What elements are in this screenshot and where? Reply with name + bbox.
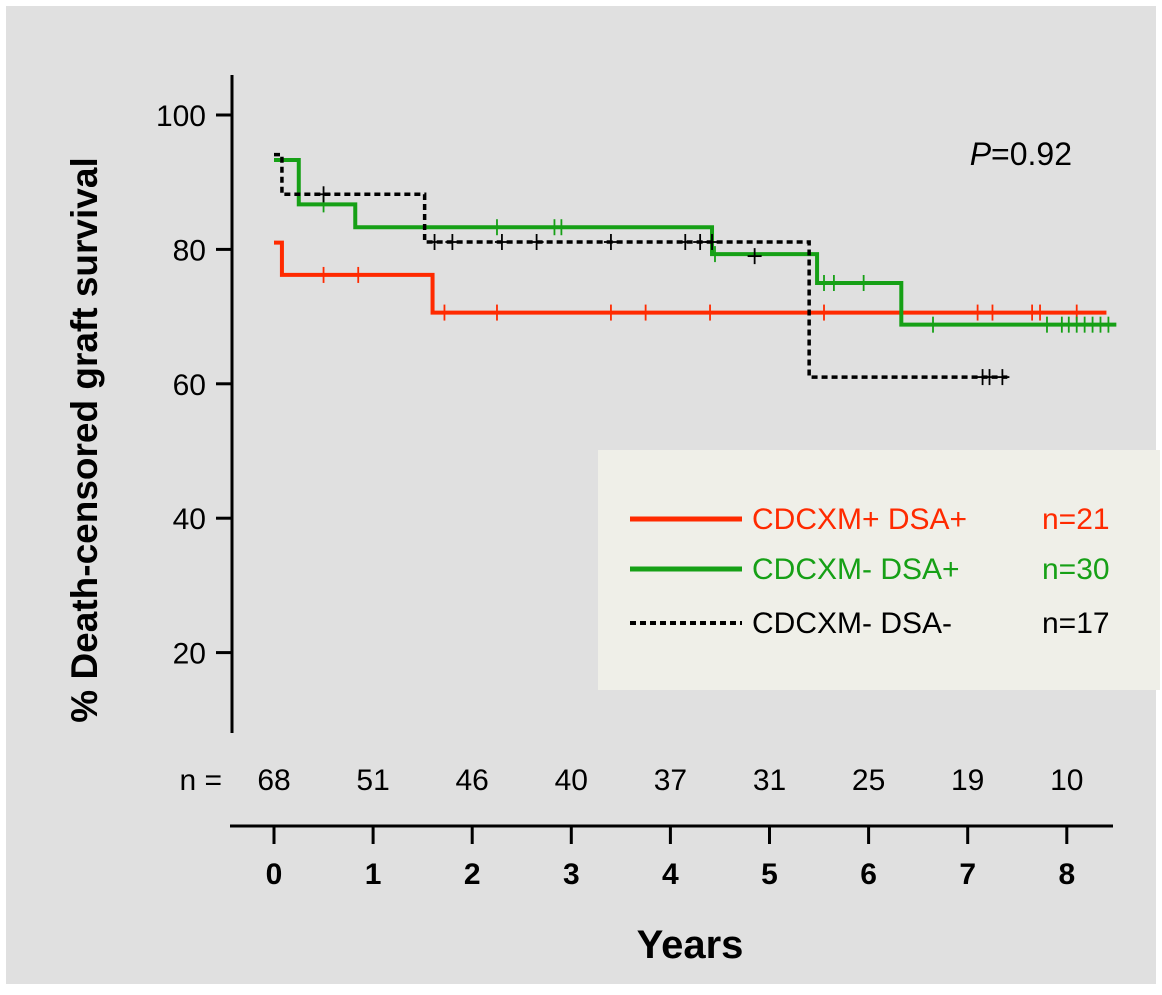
at-risk-count: 46 <box>456 764 489 797</box>
legend-label: CDCXM- DSA- <box>752 607 952 640</box>
x-tick-label: 1 <box>365 858 382 891</box>
at-risk-count: 51 <box>356 764 389 797</box>
x-tick-label: 6 <box>860 858 877 891</box>
x-tick-label: 0 <box>266 858 283 891</box>
y-tick-label: 20 <box>173 638 206 671</box>
at-risk-count: 31 <box>753 764 786 797</box>
y-tick-label: 60 <box>173 369 206 402</box>
x-tick-label: 5 <box>761 858 778 891</box>
legend-label: CDCXM- DSA+ <box>752 553 960 586</box>
at-risk-count: 37 <box>654 764 687 797</box>
y-tick-label: 80 <box>173 234 206 267</box>
x-tick-label: 8 <box>1058 858 1075 891</box>
x-axis-ticks: 0 1 2 3 4 5 6 7 8 <box>266 826 1075 891</box>
x-tick-label: 7 <box>959 858 976 891</box>
series-1 <box>274 240 1107 321</box>
legend-entry: CDCXM+ DSA+ n=21 <box>630 503 1110 536</box>
at-risk-count: 19 <box>951 764 984 797</box>
at-risk-row: n = 68 51 46 40 37 31 25 19 10 <box>179 764 1083 797</box>
series-line <box>274 152 1008 379</box>
x-tick-label: 4 <box>662 858 679 891</box>
series-line <box>274 240 1107 315</box>
series-layer <box>274 152 1117 386</box>
at-risk-count: 10 <box>1050 764 1083 797</box>
at-risk-count: 68 <box>257 764 290 797</box>
series-3 <box>274 152 1010 386</box>
legend-count: n=30 <box>1042 553 1110 586</box>
y-tick-label: 100 <box>156 100 206 133</box>
x-axis-title: Years <box>637 923 744 967</box>
p-value-annotation: P=0.92 <box>970 136 1072 172</box>
y-tick-label: 40 <box>173 503 206 536</box>
x-tick-label: 3 <box>563 858 580 891</box>
legend-count: n=21 <box>1042 503 1110 536</box>
y-axis-ticks: 20 40 60 80 100 <box>156 100 232 671</box>
at-risk-count: 25 <box>852 764 885 797</box>
legend-entry: CDCXM- DSA-n=17 <box>630 607 1110 640</box>
at-risk-label: n = <box>179 764 222 797</box>
legend-count: n=17 <box>1042 607 1110 640</box>
legend-entry: CDCXM- DSA+ n=30 <box>630 553 1110 586</box>
y-axis-title: % Death-censored graft survival <box>64 157 105 722</box>
x-tick-label: 2 <box>464 858 481 891</box>
legend-label: CDCXM+ DSA+ <box>752 503 967 536</box>
at-risk-count: 40 <box>555 764 588 797</box>
